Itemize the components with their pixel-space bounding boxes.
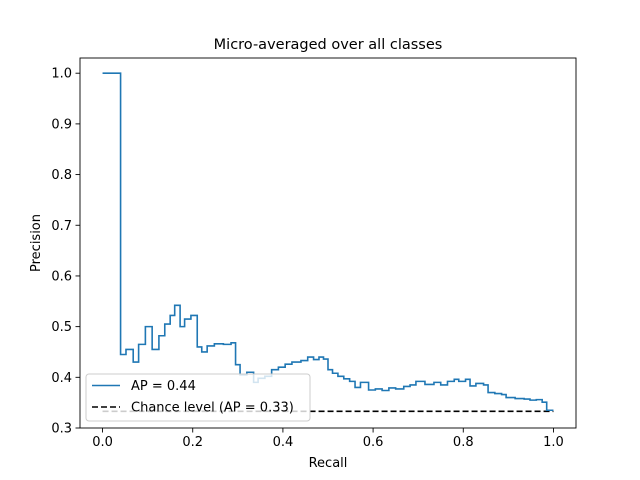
x-axis: 0.0 0.2 0.4 0.6 0.8 1.0	[92, 428, 564, 450]
pr-curve-line	[102, 72, 554, 412]
x-tick-label: 0.6	[363, 435, 384, 450]
y-tick-label: 0.9	[51, 117, 72, 132]
x-tick-label: 0.2	[182, 435, 203, 450]
legend-label-chance: Chance level (AP = 0.33)	[131, 401, 294, 416]
y-tick-label: 0.6	[51, 269, 72, 284]
plot-area	[80, 58, 576, 428]
y-axis: 0.3 0.4 0.5 0.6 0.7 0.8 0.9 1.0	[51, 67, 80, 437]
y-axis-label: Precision	[29, 214, 44, 272]
legend-label-ap: AP = 0.44	[131, 379, 196, 394]
x-tick-label: 0.8	[453, 435, 474, 450]
y-tick-label: 0.4	[51, 371, 72, 386]
y-tick-label: 1.0	[51, 67, 72, 82]
legend: AP = 0.44 Chance level (AP = 0.33)	[85, 373, 311, 422]
y-tick-label: 0.5	[51, 320, 72, 335]
chart-title: Micro-averaged over all classes	[214, 37, 443, 53]
x-tick-label: 0.0	[92, 435, 113, 450]
legend-box	[85, 373, 311, 422]
x-tick-label: 0.4	[273, 435, 294, 450]
y-tick-label: 0.8	[51, 168, 72, 183]
y-tick-label: 0.7	[51, 219, 72, 234]
plot-frame	[79, 57, 577, 429]
x-tick-label: 1.0	[543, 435, 564, 450]
x-axis-label: Recall	[309, 456, 348, 471]
y-tick-label: 0.3	[51, 422, 72, 437]
